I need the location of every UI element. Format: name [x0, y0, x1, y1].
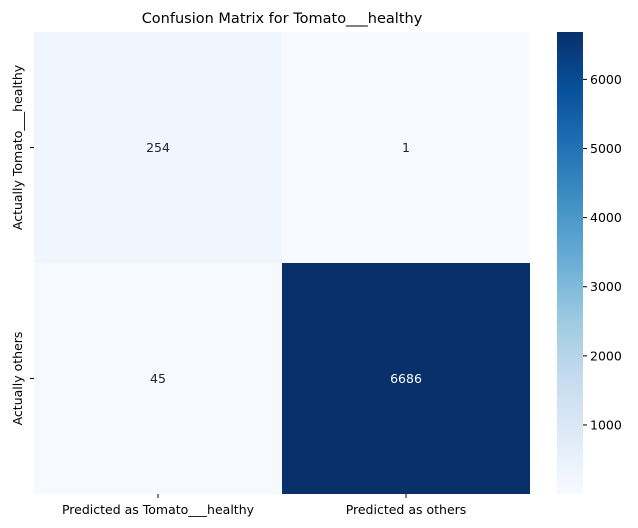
colorbar-tick-label: 2000	[590, 348, 622, 363]
cell-value-label: 254	[146, 140, 170, 155]
y-axis: Actually Tomato___healthy Actually others	[10, 64, 34, 425]
cell-value-label: 45	[150, 371, 166, 386]
colorbar-axis: 1000 2000 3000 4000 5000 6000	[583, 72, 622, 432]
cell-value-label: 6686	[390, 371, 422, 386]
colorbar-tick-label: 5000	[590, 141, 622, 156]
x-tick-label: Predicted as others	[346, 502, 467, 517]
heatmap-cell	[282, 263, 530, 494]
colorbar-tick-label: 6000	[590, 72, 622, 87]
cell-value-label: 1	[402, 140, 410, 155]
x-axis: Predicted as Tomato___healthy Predicted a…	[62, 494, 466, 517]
heatmap-cell	[34, 263, 282, 494]
heatmap-cell	[282, 32, 530, 263]
chart-title: Confusion Matrix for Tomato___healthy	[142, 11, 423, 27]
y-tick-label: Actually others	[10, 332, 25, 426]
colorbar-tick-label: 1000	[590, 417, 622, 432]
colorbar-tick-label: 4000	[590, 210, 622, 225]
x-tick-label: Predicted as Tomato___healthy	[62, 502, 255, 517]
colorbar	[557, 32, 583, 494]
colorbar-tick-label: 3000	[590, 279, 622, 294]
heatmap-cells	[34, 32, 530, 494]
heatmap-cell	[34, 32, 282, 263]
y-tick-label: Actually Tomato___healthy	[10, 64, 25, 230]
heatmap-cell-labels: 254 1 45 6686	[146, 140, 422, 386]
